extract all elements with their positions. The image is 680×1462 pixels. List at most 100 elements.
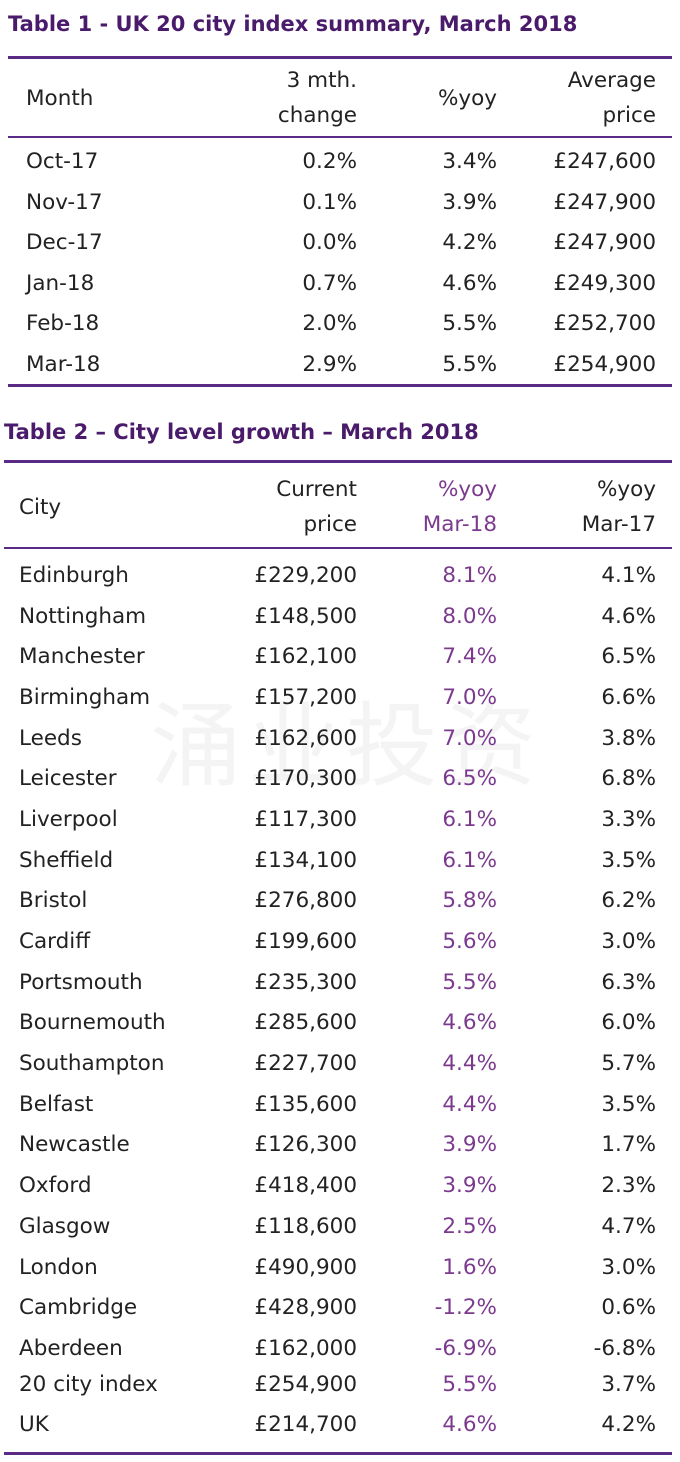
table2-city-cell: Bristol bbox=[19, 888, 88, 913]
table2-price-cell: £162,000 bbox=[254, 1336, 357, 1361]
table2-price-cell: £235,300 bbox=[254, 970, 357, 995]
table2-header-city: City bbox=[19, 495, 62, 520]
table2-price-cell: £490,900 bbox=[254, 1255, 357, 1280]
table2-city-cell: Manchester bbox=[19, 644, 145, 669]
table1-yoy-cell: 4.6% bbox=[442, 271, 497, 296]
table1-change-cell: 2.0% bbox=[302, 311, 357, 336]
table2-city-cell: UK bbox=[19, 1412, 49, 1437]
table2-price-cell: £254,900 bbox=[254, 1372, 357, 1397]
table2-price-cell: £227,700 bbox=[254, 1051, 357, 1076]
table2-yoy17-cell: 6.6% bbox=[601, 685, 656, 710]
table1-price-cell: £252,700 bbox=[553, 311, 656, 336]
table2-yoy17-cell: 3.0% bbox=[601, 929, 656, 954]
table1-change-cell: 0.2% bbox=[302, 149, 357, 174]
table2-yoy18-cell: 8.1% bbox=[442, 563, 497, 588]
table1-top-rule bbox=[8, 56, 672, 59]
table2-yoy17-cell: 2.3% bbox=[601, 1173, 656, 1198]
table2-city-cell: Oxford bbox=[19, 1173, 92, 1198]
table2-yoy18-cell: 3.9% bbox=[442, 1173, 497, 1198]
table2-top-rule bbox=[4, 460, 672, 463]
table2-title: Table 2 – City level growth – March 2018 bbox=[4, 420, 479, 444]
table2-city-cell: Glasgow bbox=[19, 1214, 111, 1239]
table2-header-yoy17-line1: %yoy bbox=[596, 477, 656, 502]
table2-header-yoy18-line1: %yoy bbox=[437, 477, 497, 502]
table1-bottom-rule bbox=[8, 384, 672, 387]
table2-price-cell: £148,500 bbox=[254, 604, 357, 629]
table2-yoy17-cell: 4.6% bbox=[601, 604, 656, 629]
table1-change-cell: 0.0% bbox=[302, 230, 357, 255]
table2-city-cell: Newcastle bbox=[19, 1132, 130, 1157]
table2-yoy17-cell: 3.5% bbox=[601, 1092, 656, 1117]
table2-yoy17-cell: 6.5% bbox=[601, 644, 656, 669]
table2-price-cell: £418,400 bbox=[254, 1173, 357, 1198]
table2-header-price-line1: Current bbox=[276, 477, 357, 502]
table2-price-cell: £157,200 bbox=[254, 685, 357, 710]
table1-header-avg-line1: Average bbox=[567, 68, 656, 93]
table1-month-cell: Oct-17 bbox=[26, 149, 99, 174]
table2-city-cell: London bbox=[19, 1255, 98, 1280]
table2-city-cell: Nottingham bbox=[19, 604, 147, 629]
table1-yoy-cell: 3.9% bbox=[442, 190, 497, 215]
table2-yoy17-cell: 5.7% bbox=[601, 1051, 656, 1076]
table2-header-price-line2: price bbox=[303, 512, 357, 537]
table1-title: Table 1 - UK 20 city index summary, Marc… bbox=[8, 12, 578, 36]
table1-yoy-cell: 5.5% bbox=[442, 311, 497, 336]
table2-city-cell: Liverpool bbox=[19, 807, 118, 832]
table1-month-cell: Feb-18 bbox=[26, 311, 100, 336]
table2-city-cell: Cambridge bbox=[19, 1295, 138, 1320]
table2-yoy18-cell: 4.4% bbox=[442, 1051, 497, 1076]
table2-yoy18-cell: 3.9% bbox=[442, 1132, 497, 1157]
table2-yoy18-cell: 7.0% bbox=[442, 726, 497, 751]
table2-city-cell: Cardiff bbox=[19, 929, 91, 954]
table2-yoy17-cell: 4.1% bbox=[601, 563, 656, 588]
table1-header-change-line2: change bbox=[277, 103, 357, 128]
table1-change-cell: 0.7% bbox=[302, 271, 357, 296]
table2-header-yoy17-line2: Mar-17 bbox=[581, 512, 656, 537]
table2-yoy17-cell: 6.3% bbox=[601, 970, 656, 995]
table2-yoy18-cell: 4.6% bbox=[442, 1010, 497, 1035]
table2-yoy18-cell: 2.5% bbox=[442, 1214, 497, 1239]
table1-header-rule bbox=[8, 136, 672, 138]
table2-price-cell: £285,600 bbox=[254, 1010, 357, 1035]
table2-city-cell: Bournemouth bbox=[19, 1010, 166, 1035]
table1-month-cell: Jan-18 bbox=[26, 271, 95, 296]
table2-city-cell: Sheffield bbox=[19, 848, 114, 873]
table1-yoy-cell: 5.5% bbox=[442, 352, 497, 377]
table1-header-month: Month bbox=[26, 86, 94, 111]
table2-yoy18-cell: 7.0% bbox=[442, 685, 497, 710]
table1-change-cell: 2.9% bbox=[302, 352, 357, 377]
table2-yoy17-cell: 3.8% bbox=[601, 726, 656, 751]
table1-header-avg-line2: price bbox=[602, 103, 656, 128]
table2-price-cell: £117,300 bbox=[254, 807, 357, 832]
table2-price-cell: £170,300 bbox=[254, 766, 357, 791]
table2-yoy17-cell: 0.6% bbox=[601, 1295, 656, 1320]
table2-city-cell: Edinburgh bbox=[19, 563, 129, 588]
table2-price-cell: £428,900 bbox=[254, 1295, 357, 1320]
table1-price-cell: £247,900 bbox=[553, 190, 656, 215]
table2-yoy17-cell: -6.8% bbox=[593, 1336, 656, 1361]
table2-price-cell: £134,100 bbox=[254, 848, 357, 873]
table2-city-cell: Belfast bbox=[19, 1092, 94, 1117]
table2-header-yoy18-line2: Mar-18 bbox=[422, 512, 497, 537]
table2-city-cell: Aberdeen bbox=[19, 1336, 123, 1361]
table2-yoy18-cell: 5.8% bbox=[442, 888, 497, 913]
table2-yoy18-cell: 4.4% bbox=[442, 1092, 497, 1117]
table2-yoy17-cell: 6.2% bbox=[601, 888, 656, 913]
table2-yoy17-cell: 4.7% bbox=[601, 1214, 656, 1239]
table1-price-cell: £247,900 bbox=[553, 230, 656, 255]
table2-yoy17-cell: 3.7% bbox=[601, 1372, 656, 1397]
table1-month-cell: Nov-17 bbox=[26, 190, 103, 215]
table2-bottom-rule bbox=[4, 1452, 672, 1455]
table1-change-cell: 0.1% bbox=[302, 190, 357, 215]
table2-yoy18-cell: 7.4% bbox=[442, 644, 497, 669]
table2-price-cell: £126,300 bbox=[254, 1132, 357, 1157]
table2-yoy18-cell: 8.0% bbox=[442, 604, 497, 629]
table2-yoy18-cell: -1.2% bbox=[434, 1295, 497, 1320]
table1-yoy-cell: 3.4% bbox=[442, 149, 497, 174]
table2-price-cell: £214,700 bbox=[254, 1412, 357, 1437]
table2-yoy17-cell: 1.7% bbox=[601, 1132, 656, 1157]
table1-header-change-line1: 3 mth. bbox=[286, 68, 357, 93]
table2-city-cell: Portsmouth bbox=[19, 970, 143, 995]
table2-yoy18-cell: 4.6% bbox=[442, 1412, 497, 1437]
table1-header-yoy: %yoy bbox=[437, 86, 497, 111]
